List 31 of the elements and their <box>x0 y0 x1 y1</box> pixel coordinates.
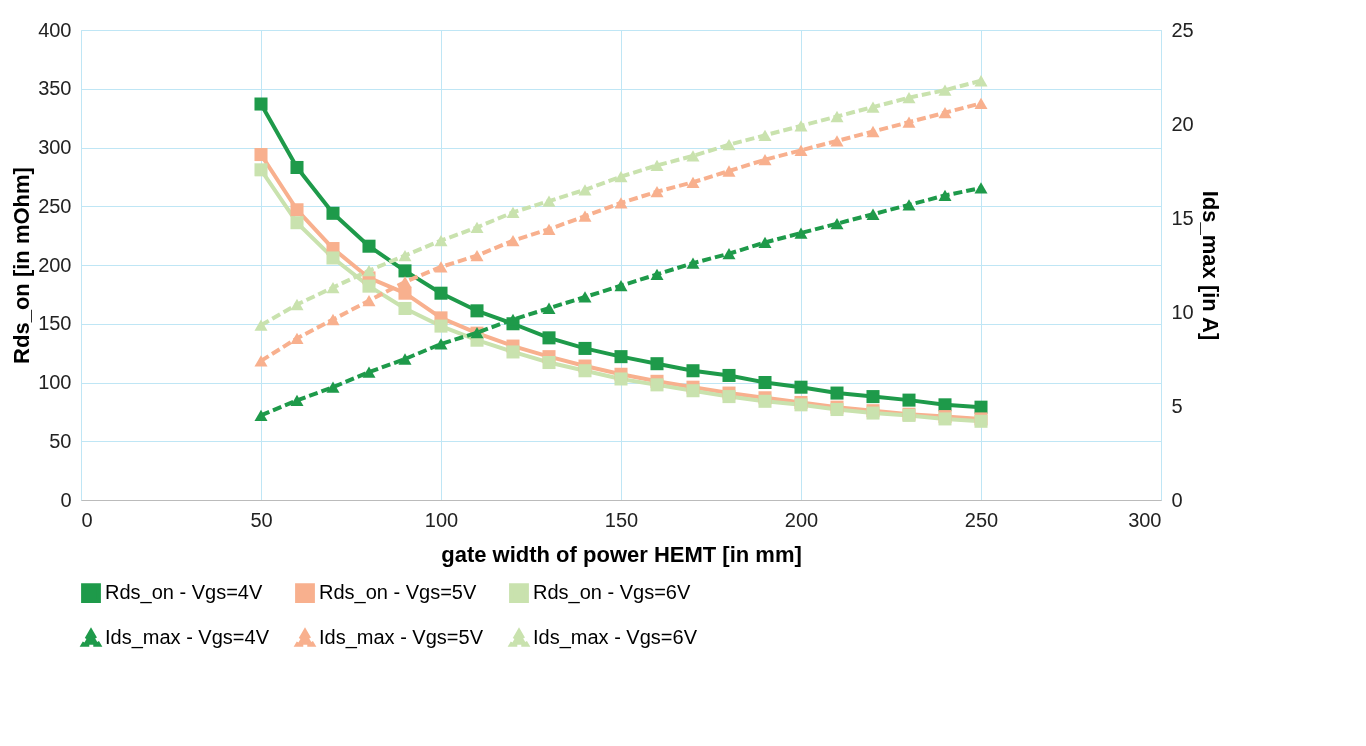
y-axis-title: Rds_on [in mOhm] <box>9 167 35 364</box>
y-tick-label: 250 <box>38 194 72 217</box>
y-tick-label: 300 <box>38 136 72 158</box>
y2-tick-label: 20 <box>1171 112 1194 135</box>
legend-label: Rds_on - Vgs=5V <box>319 581 477 605</box>
legend-label: Ids_max - Vgs=5V <box>319 626 484 649</box>
y2-tick-label: 0 <box>1171 488 1183 511</box>
y2-tick-label: 5 <box>1171 394 1183 417</box>
y-tick-label: 150 <box>38 312 72 335</box>
legend-label: Ids_max - Vgs=6V <box>533 626 698 649</box>
y-tick-label: 350 <box>38 77 72 100</box>
x-tick-label: 250 <box>964 508 999 531</box>
y2-tick-label: 10 <box>1171 300 1194 323</box>
x-tick-label: 150 <box>604 508 639 531</box>
legend-label: Rds_on - Vgs=6V <box>533 581 691 605</box>
legend-label: Rds_on - Vgs=4V <box>105 581 263 605</box>
x-axis-title: gate width of power HEMT [in mm] <box>441 541 802 567</box>
y-tick-label: 0 <box>60 488 72 511</box>
y-tick-label: 400 <box>38 18 72 41</box>
legend-label: Ids_max - Vgs=4V <box>105 626 270 649</box>
x-tick-label: 200 <box>784 508 819 531</box>
x-tick-label: 50 <box>250 508 273 531</box>
y2-tick-label: 15 <box>1171 206 1194 229</box>
y2-tick-label: 25 <box>1171 18 1194 41</box>
y2-axis-title: Ids_max [in A] <box>1197 190 1223 341</box>
y-tick-label: 50 <box>49 429 72 452</box>
x-tick-label: 300 <box>1128 508 1162 531</box>
y-tick-label: 100 <box>38 371 72 393</box>
y-tick-label: 200 <box>38 253 72 276</box>
x-tick-label: 100 <box>424 508 459 531</box>
x-tick-label: 0 <box>81 508 93 531</box>
